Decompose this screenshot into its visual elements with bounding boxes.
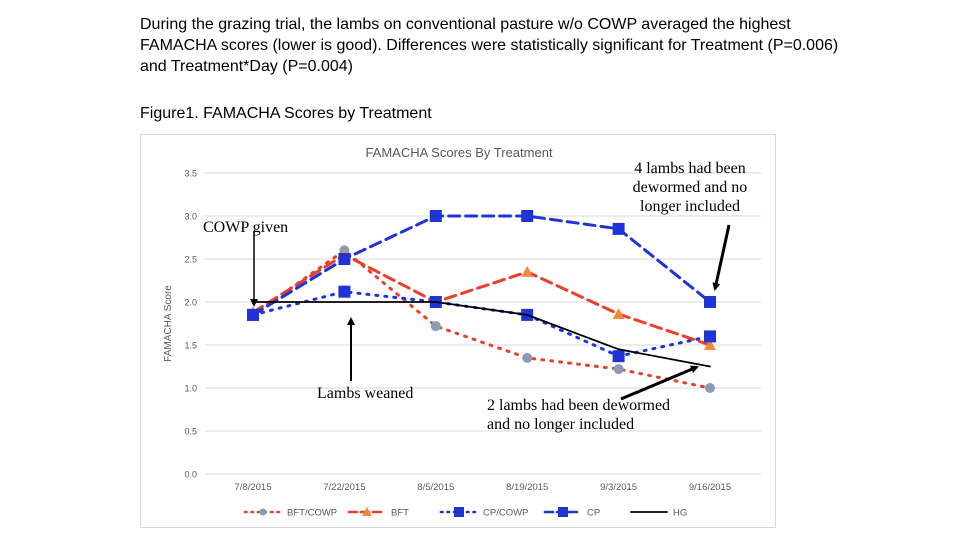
annotation-cowp-given: COWP given xyxy=(203,219,289,236)
legend-item: CP/COWP xyxy=(439,507,528,519)
data-point xyxy=(430,321,441,332)
data-point xyxy=(612,222,625,235)
x-tick-label: 8/5/2015 xyxy=(417,482,454,493)
x-tick-label: 7/22/2015 xyxy=(323,482,365,493)
x-tick-label: 9/3/2015 xyxy=(600,482,637,493)
data-point xyxy=(454,507,464,517)
data-point xyxy=(259,508,267,516)
y-tick-label: 1.0 xyxy=(184,384,197,394)
data-point xyxy=(704,296,716,308)
annotation-four-lambs-dewormed: 4 lambs had been dewormed and no longer … xyxy=(632,160,748,215)
legend-label: CP/COWP xyxy=(483,508,528,519)
y-tick-label: 3.0 xyxy=(184,212,197,222)
intro-paragraph: During the grazing trial, the lambs on c… xyxy=(140,16,839,75)
x-tick-label: 9/16/2015 xyxy=(689,482,731,493)
legend-item: HG xyxy=(630,508,687,519)
data-point xyxy=(362,507,372,516)
data-point xyxy=(612,308,625,320)
legend-label: BFT/COWP xyxy=(287,508,337,519)
series-line xyxy=(252,301,711,368)
arrow-four-lambs xyxy=(712,224,731,291)
y-tick-label: 0.5 xyxy=(184,427,197,437)
annotation-lambs-weaned: Lambs weaned xyxy=(317,385,414,402)
data-point xyxy=(521,210,534,222)
data-point xyxy=(613,364,624,375)
data-point xyxy=(705,383,715,393)
data-point xyxy=(558,507,568,517)
data-point xyxy=(247,308,259,321)
data-point xyxy=(612,350,625,363)
y-tick-label: 3.5 xyxy=(184,169,197,179)
series-line xyxy=(251,253,712,347)
series-bft-cowp xyxy=(248,245,715,393)
y-tick-label: 2.0 xyxy=(184,298,197,308)
series-hg xyxy=(252,301,711,368)
chart-title: FAMACHA Scores By Treatment xyxy=(365,145,553,160)
y-tick-label: 1.5 xyxy=(184,341,197,351)
legend-item: CP xyxy=(543,507,600,519)
data-point xyxy=(429,210,442,222)
data-point xyxy=(338,285,351,298)
series-line xyxy=(251,248,712,390)
y-tick-label: 0.0 xyxy=(184,470,197,480)
x-tick-label: 7/8/2015 xyxy=(235,482,272,493)
legend-label: CP xyxy=(587,508,600,519)
data-point xyxy=(704,339,716,350)
data-point xyxy=(338,253,351,265)
data-point xyxy=(704,330,716,343)
x-tick-label: 8/19/2015 xyxy=(506,482,548,493)
legend-item: BFT/COWP xyxy=(243,508,337,519)
figure-caption: Figure1. FAMACHA Scores by Treatment xyxy=(140,105,432,122)
arrow-two-lambs xyxy=(620,365,699,401)
famacha-chart: FAMACHA Scores By Treatment 0.0 0.5 1.0 1.5 2… xyxy=(163,145,761,519)
y-tick-label: 2.5 xyxy=(184,255,197,265)
series-cp xyxy=(247,210,716,321)
legend-label: HG xyxy=(673,508,687,519)
data-point xyxy=(522,352,533,363)
legend-label: BFT xyxy=(391,508,409,519)
data-point xyxy=(521,265,534,277)
y-axis-label: FAMACHA Score xyxy=(163,285,174,362)
chart-frame: FAMACHA Scores By Treatment 0.0 0.5 1.0 1.5 2… xyxy=(140,134,776,528)
series-line xyxy=(251,214,712,317)
legend-item: BFT xyxy=(347,507,409,519)
annotation-two-lambs-dewormed: 2 lambs had been dewormed and no longer … xyxy=(487,397,671,433)
